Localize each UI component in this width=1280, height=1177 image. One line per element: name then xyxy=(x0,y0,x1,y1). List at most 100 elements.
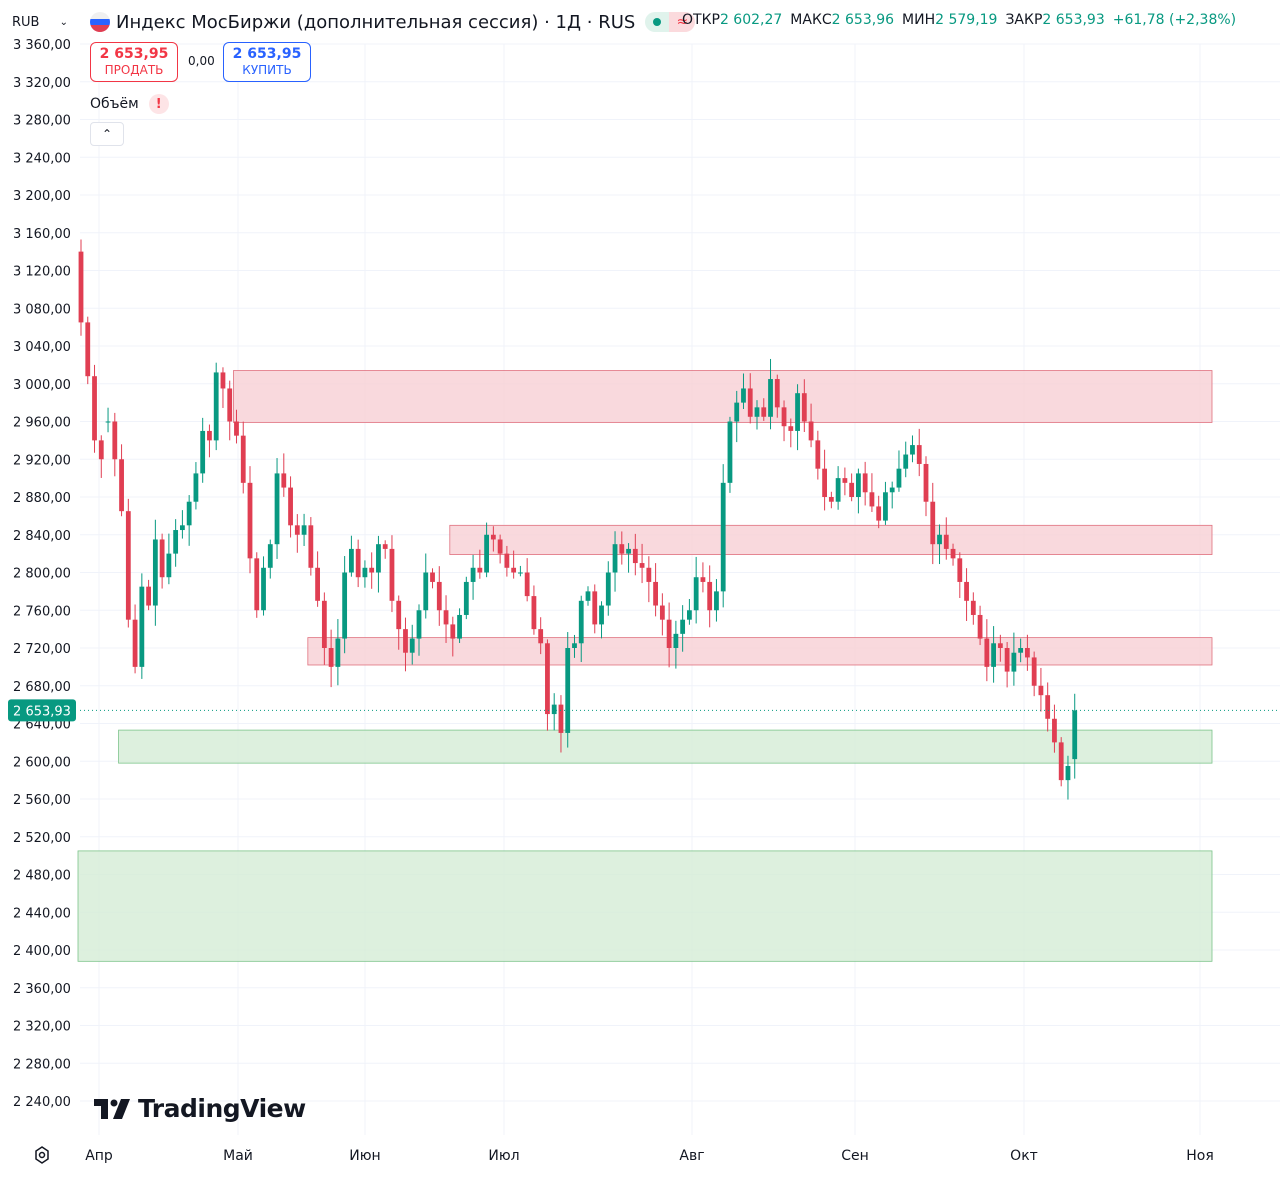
price-tick-label: 2 360,00 xyxy=(13,982,71,997)
candle-body xyxy=(328,648,334,667)
ohlc-high-value: 2 653,96 xyxy=(831,12,895,28)
ohlc-open-value: 2 602,27 xyxy=(719,12,783,28)
candle-body xyxy=(254,558,260,611)
candle-body xyxy=(632,548,638,564)
candle-body xyxy=(970,600,976,615)
candle-body xyxy=(240,435,246,483)
price-tick-label: 2 320,00 xyxy=(13,1020,71,1035)
candle-body xyxy=(707,581,713,611)
candle-body xyxy=(267,544,273,568)
sell-label: ПРОДАТЬ xyxy=(104,63,164,77)
candle-body xyxy=(132,619,138,667)
candle-body xyxy=(321,600,327,648)
candle-body xyxy=(105,421,111,423)
symbol-title: Индекс МосБиржи (дополнительная сессия) … xyxy=(116,11,636,33)
ohlc-open-label: ОТКР xyxy=(682,12,720,28)
chart-settings-button[interactable] xyxy=(30,1144,54,1166)
time-tick-label: Сен xyxy=(841,1148,869,1164)
delayed-data-icon: ≈ xyxy=(669,12,696,32)
candle-body xyxy=(1004,648,1010,672)
price-tick-label: 3 280,00 xyxy=(13,114,71,129)
candle-body xyxy=(545,643,550,715)
candle-body xyxy=(626,548,631,554)
price-tick-label: 2 800,00 xyxy=(13,567,71,582)
last-price-label-bg xyxy=(8,699,76,722)
price-tick-label: 3 320,00 xyxy=(13,76,71,91)
price-tick-label: 2 560,00 xyxy=(13,793,71,808)
tradingview-logo-icon xyxy=(94,1098,130,1119)
candle-body xyxy=(450,624,456,639)
price-tick-label: 3 120,00 xyxy=(13,265,71,280)
price-tick-label: 3 040,00 xyxy=(13,340,71,355)
candle-body xyxy=(335,638,341,667)
candle-body xyxy=(943,534,949,549)
price-tick-label: 2 960,00 xyxy=(13,416,71,431)
settings-gear-icon xyxy=(35,1146,49,1164)
candle-body xyxy=(227,388,233,422)
time-axis[interactable]: Апр Май Июн Июл Авг Сен Окт Ноя xyxy=(85,1148,1214,1164)
price-tick-label: 3 160,00 xyxy=(13,227,71,242)
candle-body xyxy=(281,473,287,488)
candle-body xyxy=(991,643,996,667)
candle-body xyxy=(930,501,936,545)
candle-body xyxy=(727,421,733,483)
candle-body xyxy=(470,567,476,582)
candle-body xyxy=(592,591,598,625)
currency-select[interactable]: RUB ⌄ xyxy=(6,8,74,36)
candle-body xyxy=(741,388,746,403)
warning-icon: ! xyxy=(148,94,169,114)
volume-indicator[interactable]: Объём ! xyxy=(90,94,169,114)
symbol-header[interactable]: Индекс МосБиржи (дополнительная сессия) … xyxy=(90,8,696,36)
price-tick-label: 3 200,00 xyxy=(13,189,71,204)
candle-body xyxy=(795,393,800,431)
candle-body xyxy=(876,506,882,521)
candle-body xyxy=(159,539,165,578)
candle-body xyxy=(693,577,699,611)
time-tick-label: Окт xyxy=(1010,1148,1038,1164)
candle-body xyxy=(768,379,773,417)
last-price-label: 2 653,93 xyxy=(13,704,71,719)
ohlc-close-label: ЗАКР xyxy=(1005,12,1043,28)
price-axis[interactable]: 3 360,00 3 320,00 3 280,00 3 240,00 3 200,00… xyxy=(8,38,76,1110)
candle-body xyxy=(1045,695,1051,719)
candle-body xyxy=(443,610,449,625)
candle-body xyxy=(862,473,868,493)
ohlc-high-label: МАКС xyxy=(790,12,832,28)
candle-body xyxy=(801,393,807,422)
candle-body xyxy=(1058,742,1064,781)
candle-body xyxy=(396,600,402,630)
candle-body xyxy=(815,440,821,469)
candle-body xyxy=(808,421,814,441)
candle-body xyxy=(531,596,537,630)
candle-body xyxy=(294,525,300,535)
market-status-badge[interactable]: ≈ xyxy=(645,12,696,32)
candle-body xyxy=(774,379,780,408)
price-tick-label: 2 240,00 xyxy=(13,1095,71,1110)
volume-label: Объём xyxy=(90,96,139,112)
candle-body xyxy=(362,567,368,578)
candle-body xyxy=(85,322,91,377)
collapse-legend-button[interactable]: ⌃ xyxy=(90,122,124,146)
price-tick-label: 3 240,00 xyxy=(13,151,71,166)
candle-body xyxy=(619,544,625,554)
candle-body xyxy=(599,605,604,625)
sell-button[interactable]: 2 653,95 ПРОДАТЬ xyxy=(90,42,178,82)
watermark-text: TradingView xyxy=(138,1094,306,1123)
candle-body xyxy=(423,572,429,611)
ohlc-legend: ОТКР 2 602,27 МАКС 2 653,96 МИН 2 579,19… xyxy=(682,12,1244,28)
candle-body xyxy=(376,544,381,573)
candle-body xyxy=(585,591,591,601)
candle-body xyxy=(747,388,753,417)
resistance-zone xyxy=(449,524,1213,555)
buy-button[interactable]: 2 653,95 КУПИТЬ xyxy=(223,42,311,82)
candle-body xyxy=(828,497,834,502)
price-tick-label: 2 840,00 xyxy=(13,529,71,544)
candle-body xyxy=(247,482,253,559)
candle-body xyxy=(173,530,179,554)
candle-body xyxy=(518,572,523,574)
candle-body xyxy=(849,482,855,497)
candle-body xyxy=(1025,648,1030,658)
ohlc-low-value: 2 579,19 xyxy=(935,12,998,28)
russia-flag-icon xyxy=(90,12,110,32)
